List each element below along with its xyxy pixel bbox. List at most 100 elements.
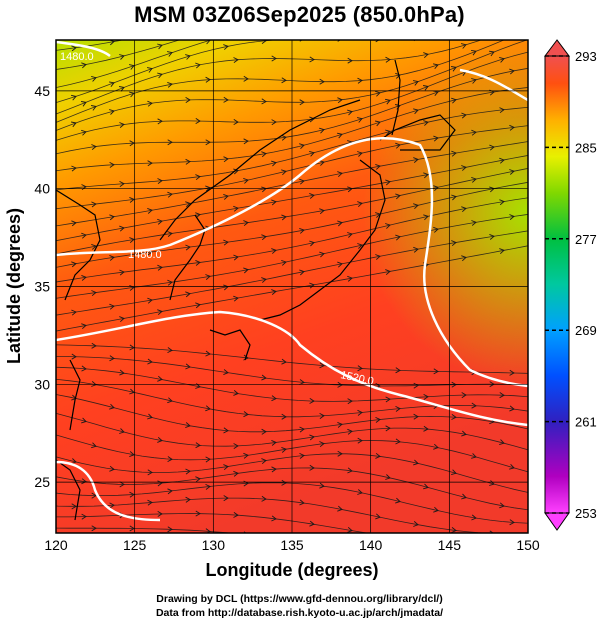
streamline-arrow <box>395 367 401 374</box>
streamline-arrow <box>509 214 515 220</box>
streamline-arrow <box>489 50 495 57</box>
streamline-arrow <box>81 274 87 281</box>
streamline-arrow <box>81 365 87 372</box>
credits: Drawing by DCL (https://www.gfd-dennou.o… <box>0 592 599 620</box>
streamline-arrow <box>147 297 153 304</box>
streamline-arrow <box>413 382 419 389</box>
streamline-arrow <box>386 0 390 1</box>
streamline-arrow <box>71 394 77 401</box>
streamline-arrow <box>461 493 467 500</box>
streamline-arrow <box>195 259 201 266</box>
credit-line-data: Data from http://database.rish.kyoto-u.a… <box>155 607 444 619</box>
streamline-arrow <box>71 45 77 52</box>
streamline-arrow <box>71 165 77 172</box>
streamline-arrow <box>243 411 249 418</box>
streamline-arrow <box>233 57 239 63</box>
streamline-arrow <box>233 21 238 26</box>
streamline-arrow <box>460 43 467 49</box>
streamline-arrow <box>185 363 191 370</box>
streamline-arrow <box>129 451 135 458</box>
streamline-arrow <box>299 452 305 459</box>
streamline-arrow <box>271 119 277 126</box>
streamline-arrow <box>396 549 401 554</box>
streamline-arrow <box>337 171 343 178</box>
streamline-arrow <box>233 512 239 518</box>
streamline-arrow <box>423 172 429 179</box>
streamline-arrow <box>385 56 391 63</box>
streamline-arrow <box>413 80 419 86</box>
streamline-arrow <box>81 62 87 69</box>
streamline-arrow <box>71 121 77 128</box>
streamline-arrow <box>375 90 381 97</box>
streamline-arrow <box>489 23 494 28</box>
streamline-arrow <box>281 413 287 420</box>
plot-frame <box>55 39 529 534</box>
streamline-arrow <box>185 54 191 60</box>
streamline-arrow <box>358 16 362 21</box>
streamline-arrow <box>461 112 467 119</box>
streamline-arrow <box>185 244 191 251</box>
streamline-arrow <box>110 541 114 546</box>
streamline-arrow <box>119 369 125 376</box>
streamline-arrow <box>281 358 287 365</box>
streamline-arrow <box>119 269 125 276</box>
streamline-arrow <box>195 118 201 124</box>
streamline-arrow <box>451 469 457 476</box>
streamline-arrow <box>471 10 476 15</box>
streamline-arrow <box>71 261 77 268</box>
streamline-arrow <box>109 465 115 472</box>
streamline-arrow <box>451 527 457 533</box>
streamline-arrow <box>205 483 211 490</box>
streamline-arrow <box>385 533 390 538</box>
streamline-arrow <box>91 492 97 499</box>
streamline-arrow <box>81 417 87 424</box>
streamline-arrow <box>499 439 505 446</box>
streamline-arrow <box>261 458 267 465</box>
streamline-arrow <box>299 269 305 276</box>
streamline-arrow <box>347 526 353 533</box>
streamline-arrow <box>109 254 115 261</box>
streamline-arrow <box>147 499 153 506</box>
streamline-arrow <box>509 169 515 175</box>
streamline-arrow <box>205 274 211 280</box>
streamline-arrow <box>500 542 504 547</box>
y-tick-labels: 45 40 35 30 25 <box>34 83 50 490</box>
streamline-arrow <box>319 541 324 546</box>
streamline-arrow <box>461 206 467 213</box>
streamline-arrow <box>129 388 135 395</box>
streamline-arrow <box>451 66 457 72</box>
streamline-arrow <box>71 353 77 360</box>
streamline-arrow <box>395 142 401 149</box>
streamline-arrow <box>167 81 173 88</box>
streamline-arrow <box>186 545 191 550</box>
streamline-arrow <box>309 398 315 404</box>
streamline-arrow <box>451 97 457 104</box>
streamline-arrow <box>167 456 173 462</box>
streamline-arrow <box>129 64 135 70</box>
streamline-arrow <box>319 482 325 489</box>
streamline-arrow <box>337 505 343 512</box>
streamline-arrow <box>195 62 201 69</box>
streamline-arrow <box>395 405 401 412</box>
streamline-arrow <box>281 77 287 84</box>
streamline-arrow <box>271 160 277 167</box>
streamline-arrow <box>385 223 391 229</box>
streamline-arrow <box>309 464 315 471</box>
streamline-arrow <box>499 107 505 114</box>
streamline-arrow <box>167 347 173 354</box>
streamline-arrow <box>81 232 87 239</box>
streamline-arrow <box>319 78 325 85</box>
y-tick-label: 45 <box>34 83 50 99</box>
streamline-arrow <box>509 68 515 75</box>
streamline-arrow <box>337 132 343 139</box>
x-axis-label: Longitude (degrees) <box>205 560 378 580</box>
streamline-arrow <box>81 323 87 330</box>
streamline-arrow <box>243 75 249 82</box>
streamline-arrow <box>347 232 353 238</box>
streamline-arrow <box>462 541 466 546</box>
streamline-arrow <box>109 403 115 410</box>
streamline-arrow <box>129 237 135 244</box>
streamline-arrow <box>167 191 173 198</box>
streamline-arrow <box>433 443 439 450</box>
streamline-arrow <box>147 32 152 37</box>
